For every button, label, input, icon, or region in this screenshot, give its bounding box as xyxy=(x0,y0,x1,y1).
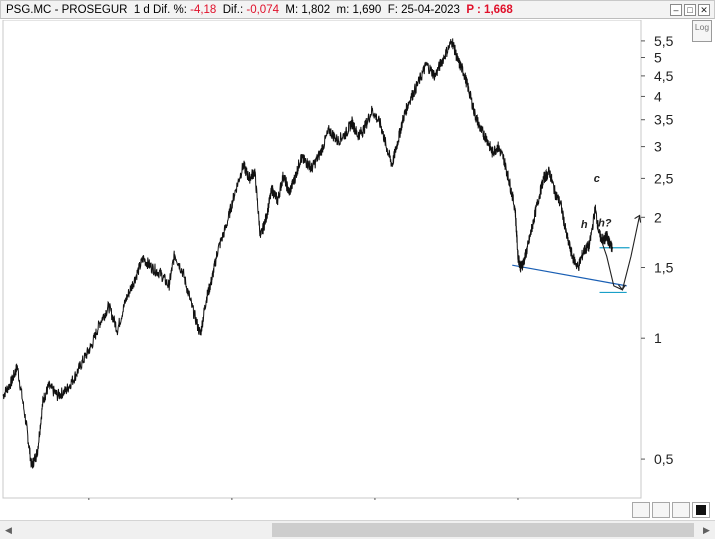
symbol: PSG.MC xyxy=(6,4,52,16)
y-tick-label: 4 xyxy=(654,88,662,104)
min-value: 1,690 xyxy=(352,4,382,16)
y-tick-label: 4,5 xyxy=(654,68,674,84)
y-tick-label: 1 xyxy=(654,330,662,346)
max-value: 1,802 xyxy=(301,4,331,16)
price-chart[interactable]: 5,55 4,5 4 3,5 3 2,5 2 1,5 1 0,5 2005201020152020… xyxy=(0,20,715,500)
y-tick-label: 5,5 xyxy=(654,33,674,49)
horizontal-scrollbar[interactable]: ◀ ▶ xyxy=(0,520,715,539)
max-label: M: xyxy=(285,4,299,16)
minimize-button[interactable]: – xyxy=(670,4,682,16)
fill-color-icon[interactable] xyxy=(692,502,710,518)
wave-tool-icon[interactable] xyxy=(632,502,650,518)
plot-area xyxy=(2,20,642,499)
y-tick-label: 1,5 xyxy=(654,259,674,275)
chart-frame xyxy=(2,20,642,499)
date-value: 25-04-2023 xyxy=(401,4,460,16)
date-label: F: xyxy=(387,4,398,16)
log-scale-button[interactable]: Log xyxy=(692,20,712,42)
wave-label: h? xyxy=(598,217,612,229)
y-axis: 5,55 4,5 4 3,5 3 2,5 2 1,5 1 0,5 xyxy=(641,33,674,467)
restore-button[interactable]: □ xyxy=(684,4,696,16)
chart-annotations: c h h? xyxy=(581,173,612,231)
quote-info: PSG.MC - PROSEGUR 1 d Dif. %: -4,18 Dif.… xyxy=(6,2,513,19)
symbol-separator: - xyxy=(51,4,62,16)
min-label: m: xyxy=(336,4,350,16)
x-axis: 2005201020152020 xyxy=(88,498,519,500)
y-tick-label: 3,5 xyxy=(654,112,674,128)
scroll-right-icon[interactable]: ▶ xyxy=(703,525,710,535)
y-tick-label: 2,5 xyxy=(654,170,674,186)
save-icon[interactable] xyxy=(652,502,670,518)
wave-label: h xyxy=(581,219,588,231)
scroll-left-icon[interactable]: ◀ xyxy=(5,525,12,535)
wave-label: c xyxy=(594,173,600,185)
dif-value: -0,074 xyxy=(246,4,279,16)
projection-path xyxy=(601,215,641,291)
instrument-name: PROSEGUR xyxy=(61,4,128,16)
window-controls: – □ ✕ xyxy=(670,4,710,16)
chart-drawings xyxy=(512,214,642,294)
dif-pct-label: Dif. %: xyxy=(153,4,187,16)
dif-label: Dif.: xyxy=(222,4,244,16)
price-line xyxy=(2,38,613,469)
y-tick-label: 3 xyxy=(654,139,662,155)
pin-icon[interactable] xyxy=(672,502,690,518)
scroll-thumb[interactable] xyxy=(272,523,694,537)
projection-low-arrowhead xyxy=(617,284,626,291)
price-series xyxy=(2,38,613,469)
support-trendline xyxy=(512,264,627,287)
price-value: 1,668 xyxy=(484,4,513,16)
y-tick-label: 5 xyxy=(654,50,662,66)
y-tick-label: 0,5 xyxy=(654,451,674,467)
chart-tools xyxy=(632,502,710,518)
y-tick-label: 2 xyxy=(654,209,662,225)
price-label: P : xyxy=(466,4,481,16)
log-scale-label: Log xyxy=(694,22,710,32)
projection-arrowhead xyxy=(634,214,642,223)
close-button[interactable]: ✕ xyxy=(698,4,710,16)
price-chart-svg[interactable]: 5,55 4,5 4 3,5 3 2,5 2 1,5 1 0,5 2005201020152020… xyxy=(0,20,715,500)
dif-pct-value: -4,18 xyxy=(190,4,217,16)
chart-titlebar: PSG.MC - PROSEGUR 1 d Dif. %: -4,18 Dif.… xyxy=(0,0,715,19)
period: 1 d xyxy=(133,4,150,16)
